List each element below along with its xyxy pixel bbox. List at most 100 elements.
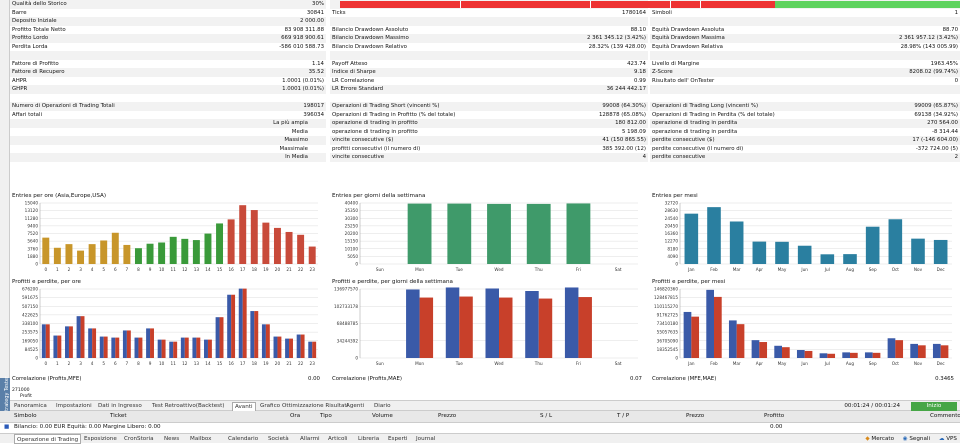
bar bbox=[41, 324, 46, 358]
tester-tab[interactable]: Impostazioni bbox=[56, 403, 92, 409]
column-header[interactable]: Volume bbox=[372, 413, 393, 419]
x-tick-label: Sep bbox=[869, 361, 877, 366]
stat-label: Ticks bbox=[332, 9, 346, 16]
bar bbox=[150, 328, 154, 358]
bar bbox=[691, 316, 700, 358]
bar bbox=[123, 244, 131, 264]
stat-label: Affari totali bbox=[12, 111, 42, 118]
chart-title: Entries per giorni della settimana bbox=[332, 193, 426, 199]
stat-value: 17 (-146 604.00) bbox=[912, 137, 958, 143]
stat-value: 0.99 bbox=[633, 77, 646, 84]
tester-tab[interactable]: Grafico bbox=[260, 403, 281, 409]
bar bbox=[250, 210, 258, 264]
y-tick-label: 30300 bbox=[345, 216, 359, 221]
y-tick-label: 7520 bbox=[27, 231, 38, 236]
stat-row: Operazioni di Trading in Perdita (% del … bbox=[650, 111, 960, 120]
stat-label: Profitto Lordo bbox=[12, 35, 49, 41]
column-header[interactable]: Ora bbox=[290, 413, 301, 419]
terminal-tab[interactable]: CronStoria bbox=[124, 436, 154, 442]
column-header[interactable]: Ticket bbox=[110, 413, 127, 419]
terminal-tab[interactable]: Esperti bbox=[388, 436, 408, 442]
x-tick-label: 14 bbox=[205, 361, 211, 366]
tester-tab[interactable]: Diario bbox=[374, 403, 391, 409]
bar bbox=[88, 328, 93, 358]
stat-value: 128878 (65.08%) bbox=[598, 111, 646, 118]
terminal-tab[interactable]: Allarmi bbox=[300, 436, 320, 442]
x-tick-label: Tue bbox=[455, 267, 464, 272]
stat-row: Massimo bbox=[10, 136, 326, 145]
stat-row: Operazioni di Trading in Profitto (% del… bbox=[330, 111, 648, 120]
stat-value: 69138 (34.92%) bbox=[914, 111, 958, 118]
stat-label: La più ampia bbox=[273, 120, 308, 126]
bar bbox=[300, 334, 305, 358]
market-link[interactable]: ◆ Mercato bbox=[865, 436, 894, 442]
stat-label: Media bbox=[291, 128, 308, 135]
tester-tab[interactable]: Panoramica bbox=[14, 403, 47, 409]
bar bbox=[714, 296, 722, 358]
bar bbox=[184, 337, 189, 358]
tester-tab[interactable]: Test Retroattivo(Backtest) bbox=[152, 403, 225, 409]
terminal-tab[interactable]: Esposizione bbox=[84, 436, 117, 442]
column-header[interactable]: Prezzo bbox=[686, 413, 705, 419]
y-tick-label: 676200 bbox=[22, 287, 38, 292]
stat-row: Risultato dell' OnTester 0 bbox=[650, 77, 960, 86]
stat-row: Profitto Totale Netto 83 908 311.88 bbox=[10, 26, 326, 35]
terminal-tab[interactable]: News bbox=[164, 436, 180, 442]
y-tick-label: 16360 bbox=[665, 231, 679, 236]
bar bbox=[759, 342, 768, 358]
stat-row: LR Correlazione 0.99 bbox=[330, 77, 648, 86]
x-tick-label: Aug bbox=[846, 361, 855, 366]
column-header[interactable]: Prezzo bbox=[438, 413, 457, 419]
stat-label: Perdita Lorda bbox=[12, 43, 48, 50]
x-tick-label: Jan bbox=[687, 361, 695, 366]
tester-tab[interactable]: Ottimizzazione Risultati bbox=[282, 403, 349, 409]
signals-link[interactable]: ◉ Segnali bbox=[902, 436, 930, 442]
chart-entries-months: Entries per mesi 32720 28630 24540 20450 1636… bbox=[650, 193, 960, 275]
x-tick-label: Nov bbox=[914, 267, 923, 272]
terminal-tab[interactable]: Journal bbox=[416, 436, 436, 442]
column-header[interactable]: Simbolo bbox=[14, 413, 37, 419]
bar bbox=[308, 246, 316, 264]
terminal-tab[interactable]: Mailbox bbox=[190, 436, 212, 442]
start-button[interactable]: Inizio bbox=[911, 402, 957, 411]
table-row[interactable]: ■ Bilancio: 0.00 EUR Equità: 0.00 Margin… bbox=[0, 423, 960, 433]
x-tick-label: 17 bbox=[240, 361, 246, 366]
bar bbox=[204, 339, 208, 358]
chart-title: Profitti e perdite, per mesi bbox=[652, 279, 726, 285]
y-tick-label: 18352545 bbox=[657, 347, 679, 352]
x-tick-label: 5 bbox=[102, 361, 105, 366]
x-tick-label: 3 bbox=[79, 267, 82, 272]
stat-label: Bilancio Drawdown Assoluto bbox=[332, 26, 409, 33]
stat-row: Affari totali 396034 bbox=[10, 111, 326, 120]
column-header[interactable]: Tipo bbox=[320, 413, 332, 419]
stat-row: In Media bbox=[10, 153, 326, 162]
bar bbox=[111, 337, 116, 358]
x-tick-label: Sun bbox=[376, 361, 384, 366]
stat-value: 0 bbox=[954, 77, 958, 84]
x-tick-label: Aug bbox=[846, 267, 855, 272]
bar bbox=[820, 254, 835, 264]
stat-label: operazione di trading in perdita bbox=[652, 128, 738, 135]
chart-pnl-weekdays: Profitti e perdite, per giorni della set… bbox=[330, 279, 646, 369]
tester-tab[interactable]: Agenti bbox=[346, 403, 365, 409]
chart-svg: 136977570 102733178 68488785 34244392 0 Sun Mo… bbox=[334, 287, 638, 366]
column-header[interactable]: Commento bbox=[930, 413, 960, 419]
bar bbox=[53, 335, 58, 358]
strategy-tester-label[interactable]: Strategy Tester bbox=[0, 376, 10, 414]
terminal-tab[interactable]: Libreria bbox=[358, 436, 380, 442]
terminal-tab[interactable]: Società bbox=[268, 436, 289, 442]
column-header[interactable]: T / P bbox=[617, 413, 630, 419]
tester-tab[interactable]: Dati in Ingresso bbox=[98, 403, 142, 409]
y-tick-label: 34244392 bbox=[337, 338, 359, 343]
column-header[interactable]: S / L bbox=[540, 413, 553, 419]
stat-value: 396034 bbox=[303, 111, 324, 118]
tester-tab[interactable]: Avanti bbox=[232, 402, 256, 411]
stats-column-1: Qualità dello Storico 30% Barre 30841 Deposi… bbox=[10, 0, 326, 162]
vps-link[interactable]: ☁ VPS bbox=[938, 436, 957, 442]
terminal-tab[interactable]: Calendario bbox=[228, 436, 259, 442]
column-header[interactable]: Profitto bbox=[764, 413, 785, 419]
stat-row bbox=[650, 17, 960, 26]
bar bbox=[819, 353, 828, 358]
bar bbox=[231, 294, 236, 358]
terminal-tab[interactable]: Articoli bbox=[328, 436, 348, 442]
